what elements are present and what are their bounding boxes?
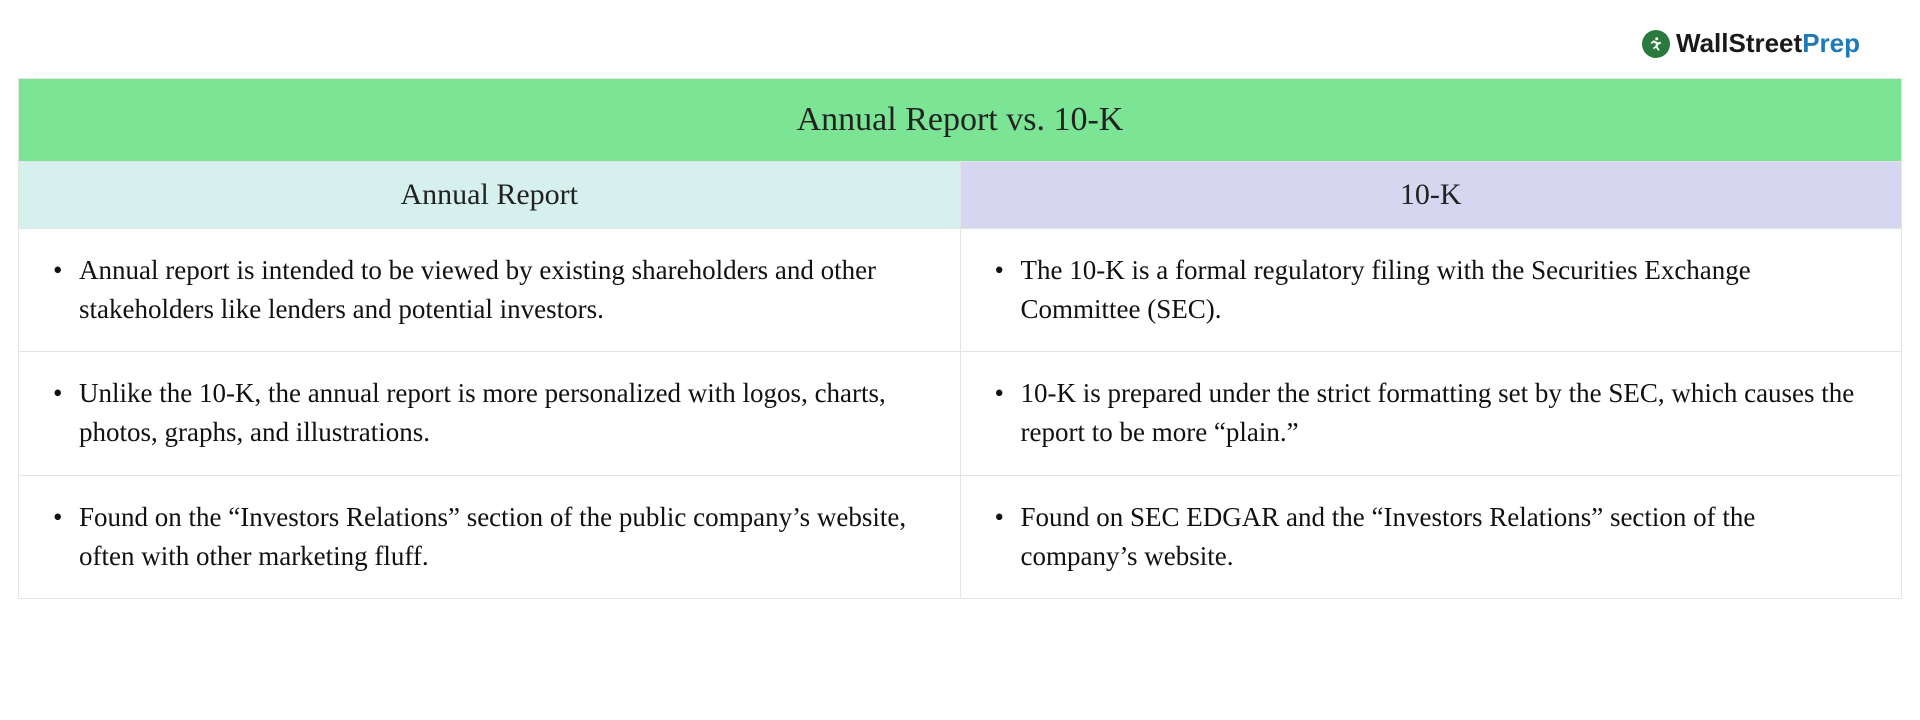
cell-10k: Found on SEC EDGAR and the “Investors Re…	[960, 475, 1902, 598]
table-row: Unlike the 10-K, the annual report is mo…	[19, 352, 1902, 475]
brand-text: WallStreetPrep	[1676, 28, 1860, 59]
cell-annual-report: Found on the “Investors Relations” secti…	[19, 475, 961, 598]
brand-word-2: Prep	[1802, 28, 1860, 58]
table-row: Annual report is intended to be viewed b…	[19, 229, 1902, 352]
column-header-10k: 10-K	[960, 162, 1902, 229]
table-title-row: Annual Report vs. 10-K	[19, 79, 1902, 162]
table-header-row: Annual Report 10-K	[19, 162, 1902, 229]
runner-icon	[1642, 30, 1670, 58]
cell-annual-report: Unlike the 10-K, the annual report is mo…	[19, 352, 961, 475]
cell-annual-report: Annual report is intended to be viewed b…	[19, 229, 961, 352]
table-title: Annual Report vs. 10-K	[19, 79, 1902, 162]
column-header-annual-report: Annual Report	[19, 162, 961, 229]
comparison-table: Annual Report vs. 10-K Annual Report 10-…	[18, 78, 1902, 599]
brand-word-1: WallStreet	[1676, 28, 1802, 58]
table-row: Found on the “Investors Relations” secti…	[19, 475, 1902, 598]
brand-logo: WallStreetPrep	[1642, 28, 1860, 59]
cell-10k: 10-K is prepared under the strict format…	[960, 352, 1902, 475]
cell-10k: The 10-K is a formal regulatory filing w…	[960, 229, 1902, 352]
